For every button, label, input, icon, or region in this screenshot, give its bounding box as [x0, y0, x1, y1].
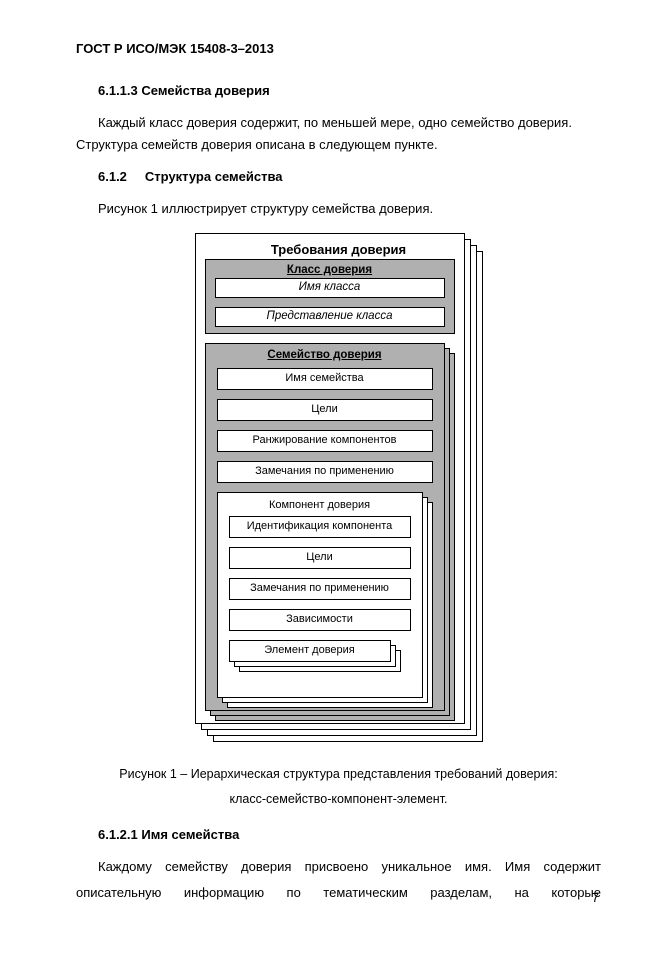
paragraph-3-line-2: описательную информацию по тематическим … — [76, 882, 601, 904]
para-2-text: Рисунок 1 иллюстрирует структуру семейст… — [98, 201, 433, 216]
figure-1: Требования доверия Класс доверия Имя кла… — [76, 233, 601, 750]
figure-caption-2: класс-семейство-компонент-элемент. — [76, 789, 601, 810]
document-header: ГОСТ Р ИСО/МЭК 15408-3–2013 — [76, 38, 601, 60]
figure-caption-1: Рисунок 1 – Иерархическая структура пред… — [76, 764, 601, 785]
elem-layer-1: Элемент доверия — [229, 640, 391, 662]
paragraph-3-line-1: Каждому семейству доверия присвоено уник… — [76, 856, 601, 878]
outer-title: Требования доверия — [195, 239, 483, 261]
comp-goals-box: Цели — [229, 547, 411, 569]
comp-deps-box: Зависимости — [229, 609, 411, 631]
family-notes-box: Замечания по применению — [217, 461, 433, 483]
diagram-stack: Требования доверия Класс доверия Имя кла… — [195, 233, 483, 743]
para-1-line-2: Структура семейств доверия описана в сле… — [76, 137, 438, 152]
family-name-box: Имя семейства — [217, 368, 433, 390]
heading-6-1-2-num: 6.1.2 — [98, 166, 127, 188]
heading-6-1-2: 6.1.2 Структура семейства — [98, 166, 601, 188]
para-3b-text: описательную информацию по тематическим … — [76, 885, 601, 900]
heading-6-1-2-text: Структура семейства — [145, 169, 283, 184]
heading-6-1-2-1: 6.1.2.1 Имя семейства — [98, 824, 601, 846]
page-number: 7 — [592, 890, 599, 905]
comp-ident-box: Идентификация компонента — [229, 516, 411, 538]
comp-notes-box: Замечания по применению — [229, 578, 411, 600]
class-repr-box: Представление класса — [215, 307, 445, 327]
class-name-box: Имя класса — [215, 278, 445, 298]
para-3a-text: Каждому семейству доверия присвоено уник… — [98, 859, 601, 874]
family-goals-box: Цели — [217, 399, 433, 421]
comp-title: Компонент доверия — [217, 496, 423, 515]
heading-6-1-1-3: 6.1.1.3 Семейства доверия — [98, 80, 601, 102]
paragraph-2: Рисунок 1 иллюстрирует структуру семейст… — [76, 198, 601, 220]
paragraph-1: Каждый класс доверия содержит, по меньше… — [76, 112, 601, 156]
family-ranking-box: Ранжирование компонентов — [217, 430, 433, 452]
para-1-line-1: Каждый класс доверия содержит, по меньше… — [98, 115, 572, 130]
family-title: Семейство доверия — [205, 346, 445, 366]
